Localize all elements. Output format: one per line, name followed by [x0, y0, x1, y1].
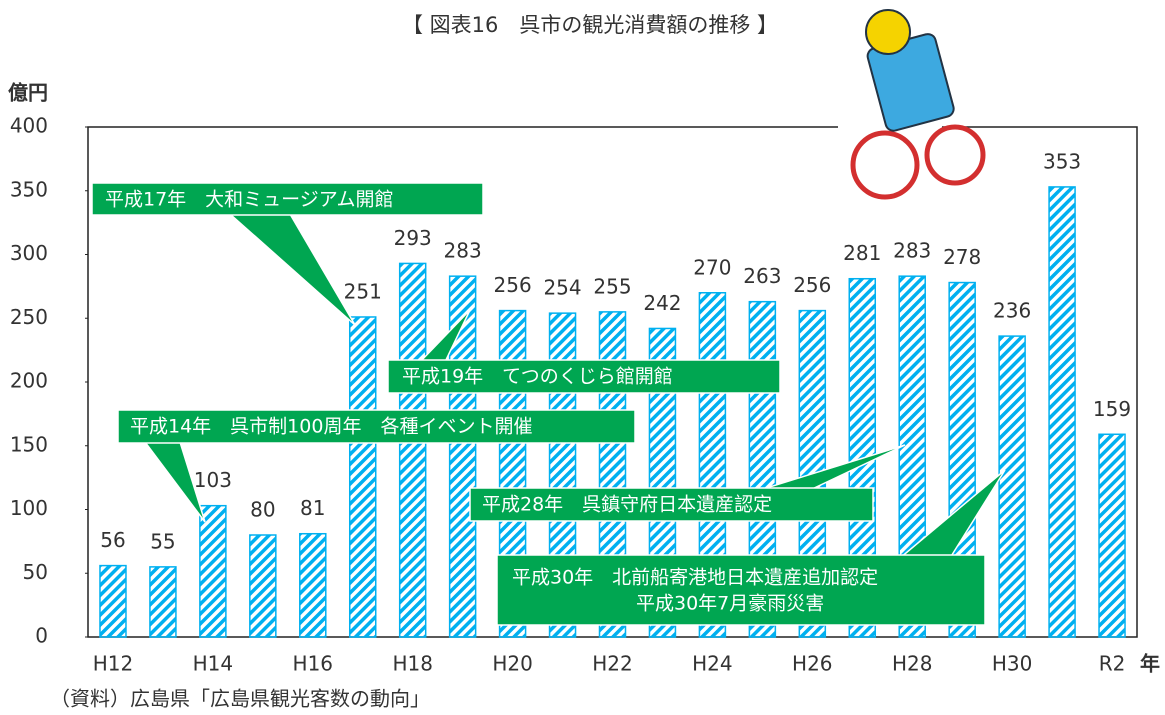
y-tick-label: 250 [10, 305, 48, 329]
annotation-text: 平成17年 大和ミュージアム開館 [105, 189, 393, 211]
value-label: 293 [394, 226, 432, 250]
y-tick-label: 50 [23, 560, 48, 584]
value-label: 103 [194, 468, 232, 492]
annotation: 平成14年 呉市制100周年 各種イベント開催 [117, 409, 636, 523]
x-tick-label: H20 [492, 652, 533, 676]
value-label: 283 [893, 239, 931, 263]
y-tick-label: 200 [10, 369, 48, 393]
value-label: 251 [344, 279, 382, 303]
bar [448, 275, 477, 638]
y-tick-label: 350 [10, 177, 48, 201]
annotation-text: 平成30年7月豪雨災害 [636, 593, 824, 615]
bar [1098, 433, 1126, 638]
bar [299, 532, 327, 638]
value-label: 254 [543, 276, 581, 300]
y-tick-label: 0 [35, 624, 48, 648]
annotation: 平成30年 北前船寄港地日本遺産追加認定 平成30年7月豪雨災害 [496, 469, 1006, 626]
x-tick-label: H18 [392, 652, 433, 676]
x-tick-label: H30 [992, 652, 1033, 676]
value-label: 270 [693, 255, 731, 279]
bar [199, 504, 227, 638]
y-tick-label: 150 [10, 432, 48, 456]
value-label: 55 [150, 529, 175, 553]
x-tick-label: R2 [1099, 652, 1126, 676]
annotation-text: 平成28年 呉鎮守府日本遺産認定 [482, 494, 772, 516]
value-label: 278 [943, 245, 981, 269]
annotation-text: 平成19年 てつのくじら館開館 [402, 366, 673, 388]
x-tick-label: H14 [193, 652, 234, 676]
x-tick-label: H24 [692, 652, 733, 676]
annotation: 平成19年 てつのくじら館開館 [387, 309, 781, 394]
value-label: 263 [743, 264, 781, 288]
value-label: 256 [793, 273, 831, 297]
value-label: 80 [250, 498, 275, 522]
value-label: 56 [100, 528, 125, 552]
chart-title: 【 図表16 呉市の観光消費額の推移 】 [402, 13, 778, 37]
x-tick-label: H28 [892, 652, 933, 676]
value-label: 281 [843, 241, 881, 265]
y-tick-label: 300 [10, 241, 48, 265]
annotation: 平成28年 呉鎮守府日本遺産認定 [469, 444, 906, 522]
x-tick-label: H26 [792, 652, 833, 676]
value-label: 283 [444, 239, 482, 263]
annotation-text: 平成14年 呉市制100周年 各種イベント開催 [130, 416, 532, 438]
x-tick-label: H12 [93, 652, 134, 676]
value-label: 236 [993, 299, 1031, 323]
source: （資料）広島県「広島県観光客数の動向」 [50, 687, 430, 711]
value-label: 353 [1043, 149, 1081, 173]
annotation-text: 平成30年 北前船寄港地日本遺産追加認定 [512, 567, 878, 589]
bar [149, 566, 177, 638]
y-tick-label: 400 [10, 114, 48, 138]
bar [398, 262, 427, 638]
value-label: 81 [300, 496, 325, 520]
value-label: 242 [643, 291, 681, 315]
value-label: 159 [1093, 397, 1131, 421]
y-axis-label: 億円 [8, 81, 48, 105]
x-tick-label: H16 [293, 652, 334, 676]
y-tick-label: 100 [10, 496, 48, 520]
bar [998, 335, 1026, 638]
x-axis-label: 年 [1140, 652, 1160, 676]
mascot [838, 9, 986, 200]
value-label: 256 [494, 273, 532, 297]
bar [348, 316, 377, 638]
bar [99, 564, 127, 638]
bar [249, 534, 277, 638]
bar [1048, 186, 1076, 638]
annotation: 平成17年 大和ミュージアム開館 [91, 182, 484, 326]
x-tick-label: H22 [592, 652, 633, 676]
value-label: 255 [593, 274, 631, 298]
